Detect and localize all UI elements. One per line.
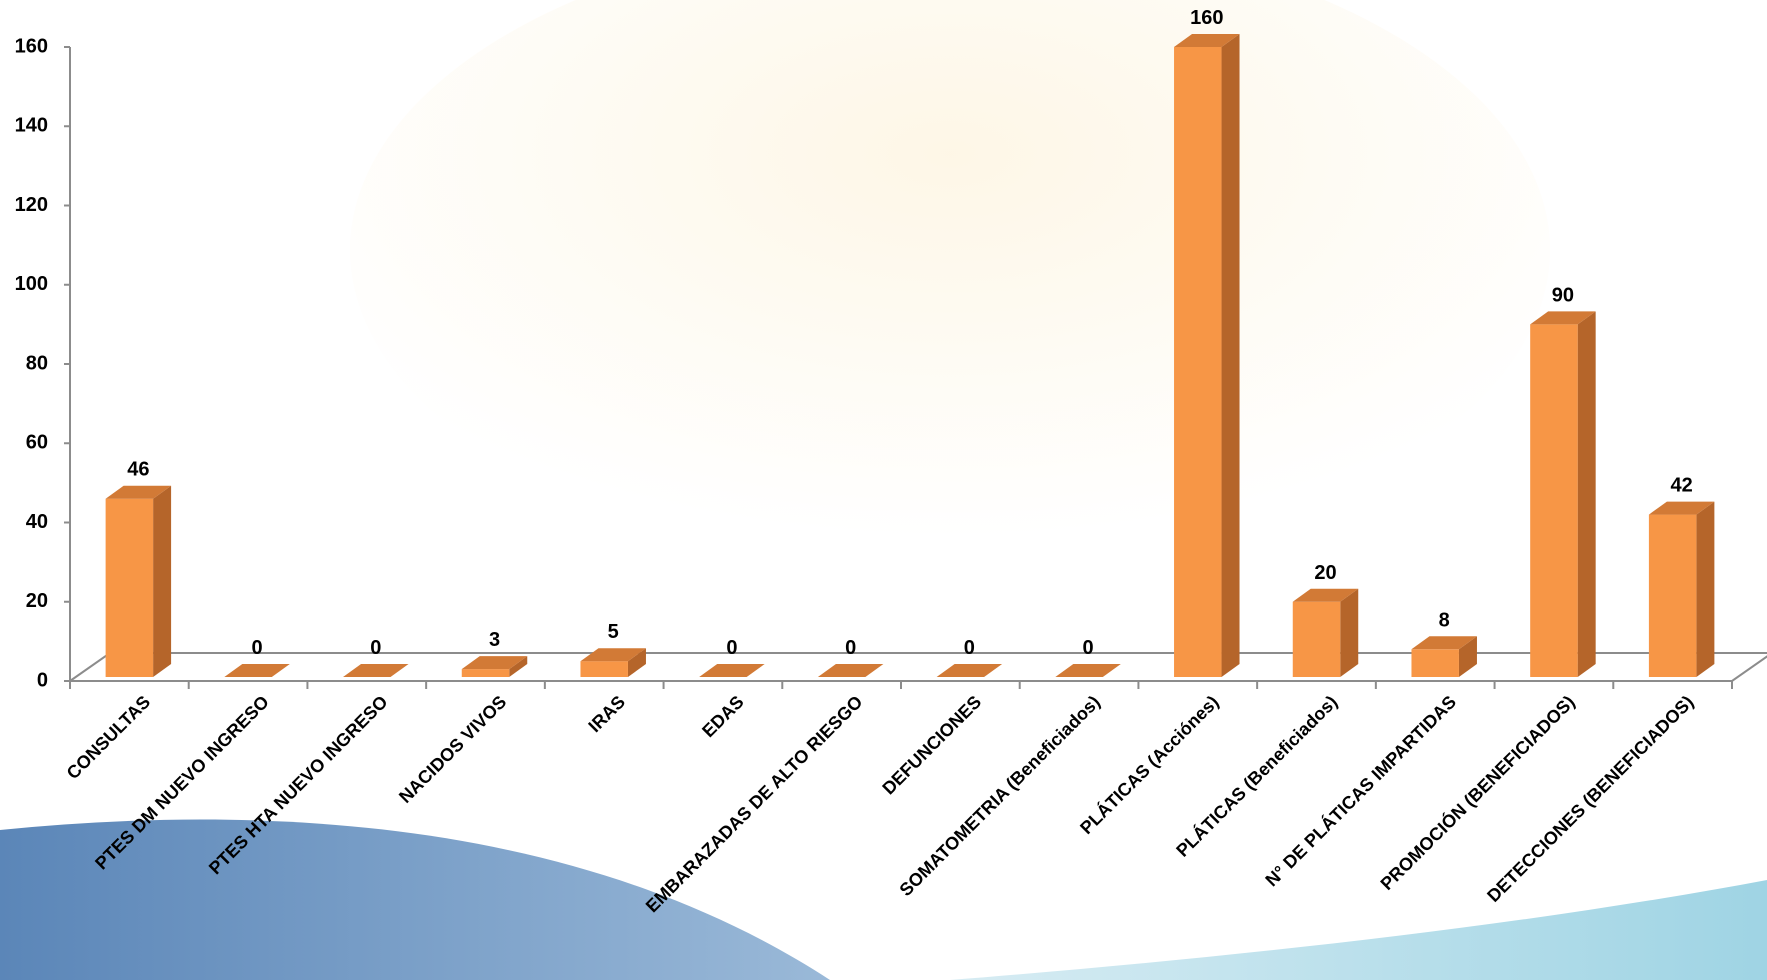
wave-left (0, 819, 830, 980)
bar (461, 669, 510, 677)
bar-top (1292, 588, 1359, 602)
y-tick-label: 40 (26, 511, 48, 533)
bar-top (936, 664, 1003, 677)
bar-top (343, 664, 409, 677)
data-label: 160 (1190, 7, 1223, 29)
floor (66, 652, 1767, 682)
y-tick-label: 20 (26, 590, 48, 612)
data-label: 0 (370, 637, 381, 659)
bar (1648, 514, 1697, 677)
data-label: 8 (1439, 609, 1450, 631)
bar-top (580, 648, 646, 662)
data-label: 46 (127, 459, 149, 481)
bar (1530, 324, 1578, 677)
data-label: 3 (489, 629, 500, 651)
data-label: 0 (964, 637, 975, 659)
y-tick-label: 120 (15, 194, 48, 216)
bar-top (699, 664, 765, 677)
bar-top (817, 664, 884, 677)
data-label: 90 (1552, 284, 1574, 306)
y-tick-label: 80 (26, 352, 48, 374)
y-tick-label: 0 (37, 669, 48, 691)
bar-top (1411, 636, 1477, 650)
data-label: 0 (726, 637, 737, 659)
bar (1292, 601, 1341, 677)
y-tick-label: 100 (15, 273, 48, 295)
bar-top (224, 664, 290, 677)
data-label: 0 (252, 637, 263, 659)
bar (1411, 649, 1459, 677)
y-tick-label: 160 (15, 35, 48, 57)
bar-side (1340, 588, 1359, 677)
y-tick-label: 60 (26, 432, 48, 454)
bar-top (1055, 664, 1121, 677)
bar-side (153, 485, 172, 677)
bar-top (1648, 501, 1715, 515)
bar-side (627, 648, 646, 677)
bar-top (1530, 311, 1596, 325)
bar-side (1577, 311, 1596, 677)
data-label: 0 (1083, 637, 1094, 659)
data-label: 0 (845, 637, 856, 659)
data-label: 42 (1671, 475, 1693, 497)
bar-top (461, 656, 528, 670)
bar-side (1458, 636, 1477, 677)
bar (105, 498, 154, 677)
y-tick-label: 140 (15, 115, 48, 137)
bar-side (1696, 501, 1715, 677)
bar (580, 661, 628, 677)
data-label: 5 (608, 621, 619, 643)
bar-side (509, 656, 528, 677)
bar-side (1221, 34, 1240, 677)
bar-top (1174, 34, 1240, 47)
bar-top (105, 485, 172, 499)
bar (1174, 47, 1222, 677)
wave-right (950, 880, 1767, 980)
watermark (350, 0, 1550, 570)
data-label: 20 (1314, 562, 1336, 584)
